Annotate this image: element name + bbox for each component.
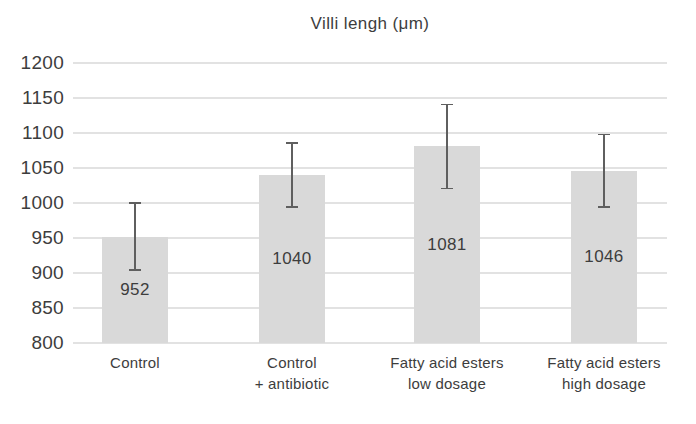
x-axis-category-label-fatty-acid-esters-high-dosage: Fatty acid estershigh dosage [522,352,686,394]
bar-value-label-fatty-acid-esters-high-dosage: 1046 [564,247,644,267]
x-axis-label-line: Control [53,352,217,373]
error-bar-cap-top-fatty-acid-esters-high-dosage [598,134,610,136]
chart-title: Villi lengh (μm) [73,14,667,38]
error-bar-cap-bottom-control-antibiotic [286,206,298,208]
gridline-1150 [73,97,667,99]
gridline-1050 [73,167,667,169]
y-axis-tick-label: 1150 [0,88,64,108]
error-bar-line-control [134,203,136,270]
x-axis-label-line: high dosage [522,373,686,394]
x-axis-label-line: Fatty acid esters [522,352,686,373]
x-axis-category-label-control-antibiotic: Control+ antibiotic [210,352,374,394]
y-axis-tick-label: 800 [0,333,64,353]
error-bar-cap-bottom-fatty-acid-esters-low-dosage [441,188,453,190]
x-axis-label-line: Fatty acid esters [365,352,529,373]
x-axis-label-line: low dosage [365,373,529,394]
error-bar-cap-top-control [129,202,141,204]
bar-value-label-control-antibiotic: 1040 [252,249,332,269]
bar-value-label-control: 952 [95,280,175,300]
x-axis-category-label-fatty-acid-esters-low-dosage: Fatty acid esterslow dosage [365,352,529,394]
bar-chart: Villi lengh (μm) 1200 1150 1100 1050 1000 950… [0,0,696,424]
error-bar-cap-top-fatty-acid-esters-low-dosage [441,104,453,106]
error-bar-line-control-antibiotic [291,143,293,207]
y-axis-tick-label: 850 [0,298,64,318]
bar-value-label-fatty-acid-esters-low-dosage: 1081 [407,235,487,255]
gridline-1200 [73,62,667,64]
error-bar-cap-top-control-antibiotic [286,142,298,144]
x-axis-label-line: + antibiotic [210,373,374,394]
x-axis-label-line: Control [210,352,374,373]
gridline-1100 [73,132,667,134]
error-bar-cap-bottom-fatty-acid-esters-high-dosage [598,206,610,208]
y-axis-tick-label: 900 [0,263,64,283]
error-bar-line-fatty-acid-esters-low-dosage [446,104,448,188]
y-axis-tick-label: 1050 [0,158,64,178]
y-axis-tick-label: 1100 [0,123,64,143]
y-axis-tick-label: 1200 [0,53,64,73]
y-axis-tick-label: 1000 [0,193,64,213]
x-axis-category-label-control: Control [53,352,217,373]
error-bar-cap-bottom-control [129,269,141,271]
y-axis-tick-label: 950 [0,228,64,248]
error-bar-line-fatty-acid-esters-high-dosage [603,134,605,207]
